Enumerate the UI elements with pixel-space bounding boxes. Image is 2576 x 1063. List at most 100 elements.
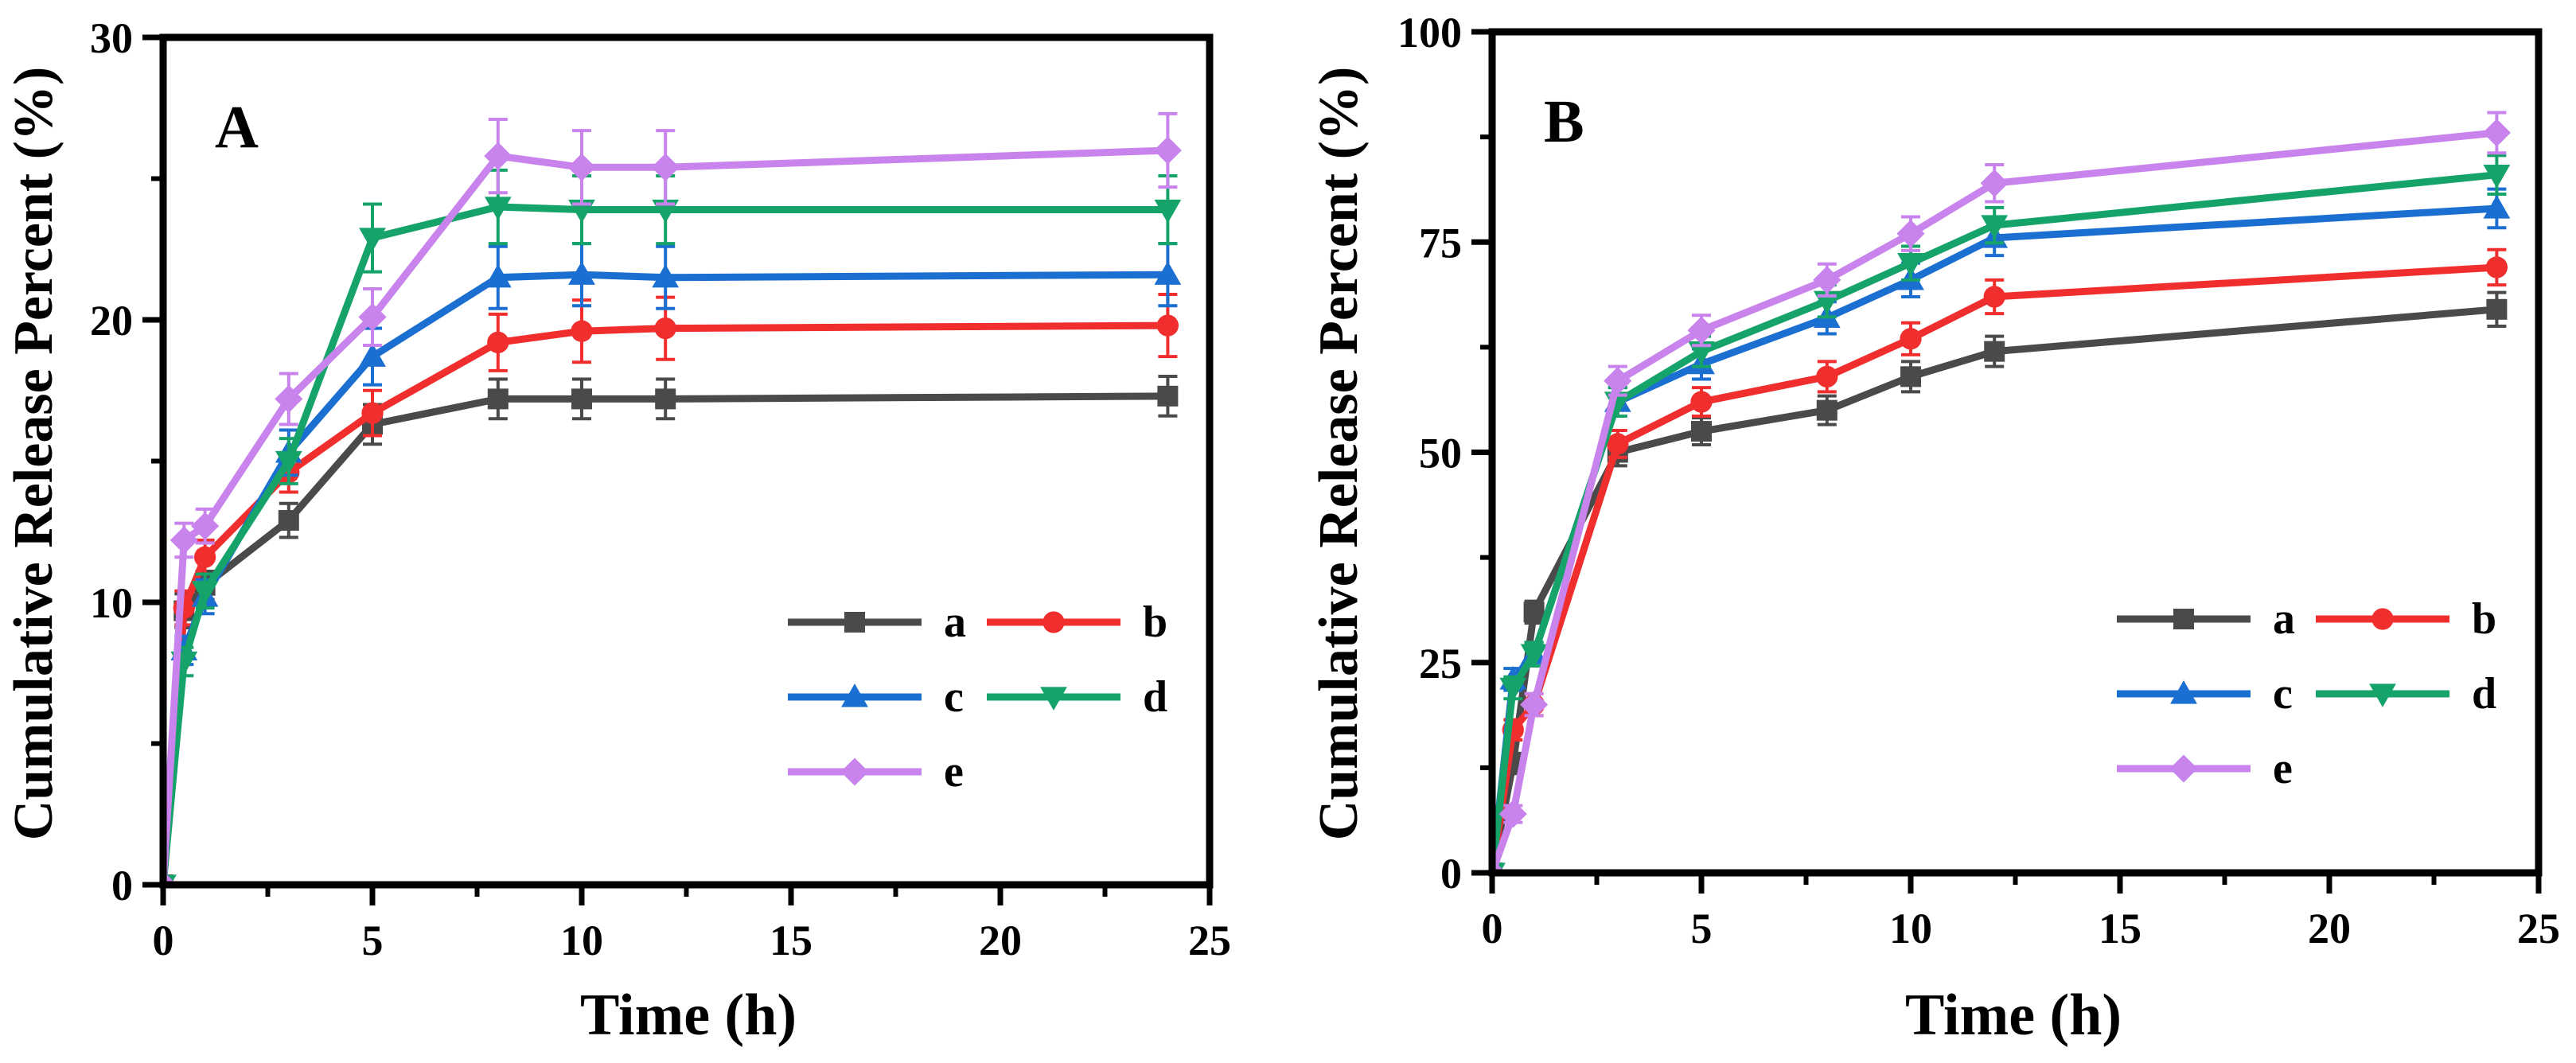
data-point-e bbox=[170, 526, 198, 555]
data-point-e bbox=[651, 153, 680, 181]
data-point-e bbox=[358, 302, 387, 331]
x-tick-label: 5 bbox=[1691, 905, 1713, 952]
x-tick-label: 0 bbox=[153, 917, 174, 964]
data-point-a bbox=[487, 388, 509, 410]
data-point-c bbox=[2483, 195, 2511, 219]
legend-item-c: c bbox=[2117, 669, 2293, 718]
x-tick-label: 0 bbox=[1482, 905, 1503, 952]
legend-marker bbox=[841, 683, 868, 707]
legend-marker bbox=[2173, 609, 2194, 629]
data-point-b bbox=[1983, 286, 2005, 308]
series-line-c bbox=[163, 271, 1168, 885]
series-e bbox=[1492, 111, 2511, 873]
legend-label: e bbox=[2273, 744, 2293, 793]
y-tick-label: 0 bbox=[111, 862, 133, 909]
panel-label: B bbox=[1544, 88, 1584, 155]
data-point-e bbox=[1153, 136, 1182, 165]
series-d bbox=[1492, 154, 2511, 873]
data-point-e bbox=[1498, 800, 1527, 828]
panel-label: A bbox=[215, 94, 259, 161]
data-point-e bbox=[1813, 266, 1841, 294]
data-point-a bbox=[1900, 366, 1921, 387]
legend-marker bbox=[1042, 611, 1065, 633]
data-point-a bbox=[1691, 421, 1712, 442]
data-point-d bbox=[359, 228, 386, 251]
series-d bbox=[163, 168, 1182, 885]
legend: a b c d e bbox=[788, 598, 1167, 796]
series-a bbox=[1492, 290, 2508, 873]
data-point-c bbox=[1154, 261, 1182, 285]
legend-item-a: a bbox=[2117, 594, 2295, 644]
legend-marker bbox=[2170, 680, 2197, 704]
data-point-d bbox=[275, 450, 302, 475]
legend-label: a bbox=[944, 598, 966, 647]
data-point-e bbox=[1520, 691, 1549, 719]
data-point-a bbox=[1984, 341, 2005, 362]
data-point-d bbox=[1154, 199, 1182, 224]
y-tick-label: 0 bbox=[1440, 850, 1462, 898]
x-axis-title: Time (h) bbox=[580, 983, 797, 1048]
y-axis-title: Cumulative Release Percent (%) bbox=[3, 67, 64, 841]
data-point-d bbox=[1981, 215, 2009, 239]
data-point-b bbox=[1156, 314, 1179, 337]
data-point-e bbox=[2482, 119, 2511, 147]
legend-label: c bbox=[2273, 669, 2293, 718]
legend-item-c: c bbox=[788, 672, 964, 722]
data-point-b bbox=[1900, 328, 1922, 350]
data-point-c bbox=[484, 263, 512, 288]
y-tick-label: 100 bbox=[1397, 9, 1462, 56]
legend-marker bbox=[2371, 608, 2394, 630]
legend-item-e: e bbox=[2117, 744, 2293, 793]
legend-label: d bbox=[2472, 669, 2496, 718]
data-point-d bbox=[484, 197, 512, 220]
data-point-e bbox=[191, 512, 220, 540]
data-point-e bbox=[484, 142, 512, 170]
chart-panel-b: Cumulative Release Percent (%) Time (h) … bbox=[1308, 9, 2560, 1048]
data-point-b bbox=[1816, 365, 1838, 388]
legend-label: e bbox=[944, 747, 964, 796]
legend-marker bbox=[2169, 754, 2198, 783]
axes: 0 5 10 15 20 25 0 25 50 75 100 bbox=[1397, 9, 2560, 952]
x-tick-label: 20 bbox=[2308, 905, 2351, 952]
legend-item-e: e bbox=[788, 747, 964, 796]
axes: 0 5 10 15 20 25 0 10 20 30 bbox=[90, 14, 1231, 964]
y-tick-label: 10 bbox=[90, 579, 133, 627]
data-point-d bbox=[1499, 677, 1527, 702]
data-point-b bbox=[571, 320, 593, 342]
legend-item-d: d bbox=[2316, 669, 2496, 718]
data-point-b bbox=[361, 402, 384, 424]
data-point-a bbox=[1157, 385, 1179, 407]
x-tick-label: 15 bbox=[2099, 905, 2141, 952]
x-tick-label: 10 bbox=[1889, 905, 1932, 952]
data-point-a bbox=[571, 388, 592, 410]
x-tick-label: 15 bbox=[770, 917, 813, 964]
data-point-c bbox=[568, 261, 595, 285]
series-line-a bbox=[163, 392, 1168, 885]
plot-area bbox=[163, 111, 1182, 885]
y-tick-label: 75 bbox=[1419, 219, 1462, 267]
data-point-b bbox=[1690, 391, 1713, 413]
legend-label: c bbox=[944, 672, 964, 722]
legend-label: b bbox=[2472, 594, 2496, 644]
legend-marker bbox=[844, 612, 865, 633]
x-tick-label: 25 bbox=[2517, 905, 2560, 952]
x-tick-label: 20 bbox=[979, 917, 1022, 964]
data-point-d bbox=[2483, 165, 2511, 189]
chart-panel-a: Cumulative Release Percent (%) Time (h) … bbox=[3, 14, 1231, 1048]
data-point-c bbox=[359, 343, 386, 367]
legend-marker bbox=[840, 757, 869, 786]
data-point-b bbox=[193, 546, 216, 568]
x-axis-title: Time (h) bbox=[1905, 983, 2122, 1048]
data-point-d bbox=[191, 581, 219, 605]
y-tick-label: 50 bbox=[1419, 430, 1462, 477]
legend-item-b: b bbox=[2316, 594, 2496, 644]
y-tick-label: 20 bbox=[90, 297, 133, 345]
y-axis-title: Cumulative Release Percent (%) bbox=[1308, 67, 1370, 841]
y-tick-label: 30 bbox=[90, 14, 133, 62]
data-point-a bbox=[1523, 602, 1545, 623]
legend-item-d: d bbox=[987, 672, 1167, 722]
x-tick-label: 5 bbox=[362, 917, 384, 964]
data-point-d bbox=[1520, 644, 1548, 668]
legend-item-b: b bbox=[987, 598, 1167, 647]
